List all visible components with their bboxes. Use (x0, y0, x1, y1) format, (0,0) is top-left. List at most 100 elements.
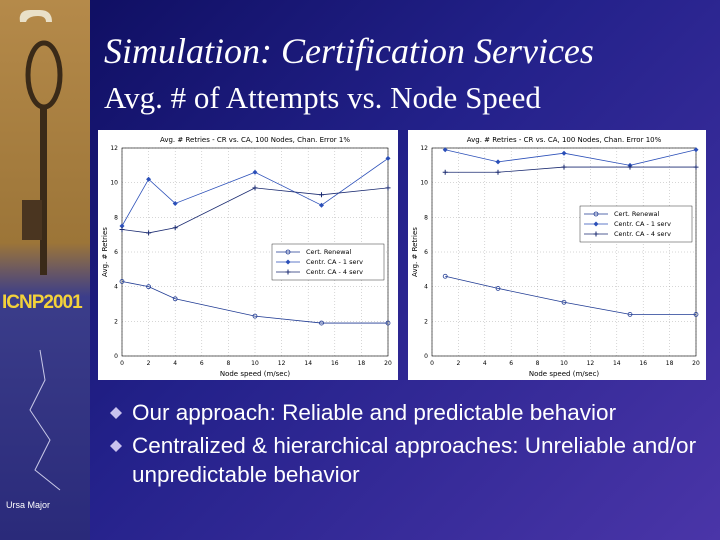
data-point (146, 284, 151, 290)
x-tick-label: 6 (200, 360, 204, 367)
data-point (252, 169, 258, 175)
chart-box: Avg. # Retries - CR vs. CA, 100 Nodes, C… (98, 130, 398, 380)
y-tick-label: 6 (424, 249, 428, 256)
bullet-text: Our approach: Reliable and predictable b… (132, 400, 617, 425)
data-point (495, 159, 501, 165)
series-line (445, 166, 696, 173)
legend-label: Centr. CA - 4 serv (614, 230, 671, 238)
data-point (627, 164, 633, 170)
y-tick-label: 12 (420, 145, 428, 152)
data-point (285, 249, 291, 255)
chart-box: Avg. # Retries - CR vs. CA, 100 Nodes, C… (408, 130, 706, 380)
legend-label: Centr. CA - 4 serv (306, 268, 363, 276)
y-tick-label: 4 (114, 284, 118, 291)
y-tick-label: 0 (424, 353, 428, 360)
legend-label: Cert. Renewal (306, 248, 352, 256)
data-point (442, 147, 448, 153)
data-point (146, 176, 152, 182)
chart: Avg. # Retries - CR vs. CA, 100 Nodes, C… (101, 136, 392, 378)
data-point (172, 225, 178, 231)
x-tick-label: 10 (560, 360, 568, 367)
y-tick-label: 10 (420, 180, 428, 187)
y-tick-label: 12 (110, 145, 118, 152)
series-line (121, 281, 388, 324)
slide-subtitle: Avg. # of Attempts vs. Node Speed (104, 80, 541, 115)
data-point (252, 313, 258, 319)
x-tick-label: 2 (147, 360, 151, 367)
data-point (146, 230, 152, 236)
data-point (593, 221, 599, 227)
slide-title: Simulation: Certification Services (104, 31, 594, 71)
series-line (445, 149, 697, 166)
bullet-text: Centralized & hierarchical approaches: U… (132, 433, 697, 487)
logo: ICNP2001 (2, 292, 83, 313)
x-tick-label: 6 (509, 360, 513, 367)
series-line (445, 275, 696, 315)
data-point (561, 164, 567, 170)
series-line (121, 158, 389, 227)
data-point (319, 202, 324, 208)
data-point (442, 273, 448, 279)
x-tick-label: 14 (304, 360, 312, 367)
key-ring (25, 40, 63, 110)
bullet-icon (110, 407, 122, 419)
chart-title: Avg. # Retries - CR vs. CA, 100 Nodes, C… (160, 136, 350, 144)
data-point (285, 259, 291, 265)
legend-label: Cert. Renewal (614, 210, 660, 218)
x-tick-label: 2 (456, 360, 460, 367)
x-tick-label: 18 (666, 360, 674, 367)
data-point (442, 169, 448, 175)
y-tick-label: 8 (114, 214, 118, 221)
plot-frame (431, 147, 697, 357)
y-tick-label: 10 (110, 180, 118, 187)
data-point (385, 155, 391, 161)
data-point (119, 226, 125, 232)
y-tick-label: 2 (424, 318, 428, 325)
bullet: Our approach: Reliable and predictable b… (110, 398, 700, 427)
key-bit (22, 200, 42, 240)
data-point (385, 185, 391, 191)
data-point (319, 192, 324, 198)
x-tick-label: 20 (692, 360, 700, 367)
data-point (119, 223, 125, 229)
constellation (29, 349, 61, 491)
plot-frame (121, 147, 389, 357)
data-point (593, 231, 599, 237)
x-tick-label: 10 (251, 360, 259, 367)
y-tick-label: 0 (114, 353, 118, 360)
data-point (693, 164, 699, 170)
x-tick-label: 4 (173, 360, 177, 367)
caption: Ursa Major (6, 500, 51, 510)
data-point (285, 269, 291, 275)
legend-label: Centr. CA - 1 serv (306, 258, 363, 266)
data-point (561, 150, 567, 156)
y-tick-label: 4 (424, 284, 428, 291)
y-tick-label: 8 (424, 214, 428, 221)
x-tick-label: 8 (226, 360, 230, 367)
bear-icon (19, 10, 52, 22)
data-point (172, 296, 178, 302)
x-tick-label: 4 (483, 360, 487, 367)
x-tick-label: 12 (278, 360, 286, 367)
side-strip: ICNP2001 Ursa Major (0, 0, 90, 540)
data-point (495, 169, 501, 175)
x-tick-label: 0 (430, 360, 434, 367)
chart-title: Avg. # Retries - CR vs. CA, 100 Nodes, C… (467, 136, 662, 144)
data-point (172, 200, 178, 206)
x-tick-label: 18 (358, 360, 366, 367)
data-point (561, 299, 567, 305)
data-point (627, 311, 633, 317)
bullet: Centralized & hierarchical approaches: U… (110, 431, 700, 489)
data-point (119, 279, 125, 284)
y-axis-label: Avg. # Retries (411, 227, 419, 277)
data-point (385, 320, 391, 326)
bullet-list: Our approach: Reliable and predictable b… (110, 398, 700, 493)
legend-label: Centr. CA - 1 serv (614, 220, 671, 228)
bullet-icon (110, 440, 122, 452)
x-tick-label: 16 (639, 360, 647, 367)
x-tick-label: 14 (613, 360, 621, 367)
x-axis-label: Node speed (m/sec) (529, 370, 600, 378)
x-axis-label: Node speed (m/sec) (220, 370, 291, 378)
key-shaft (40, 105, 47, 275)
